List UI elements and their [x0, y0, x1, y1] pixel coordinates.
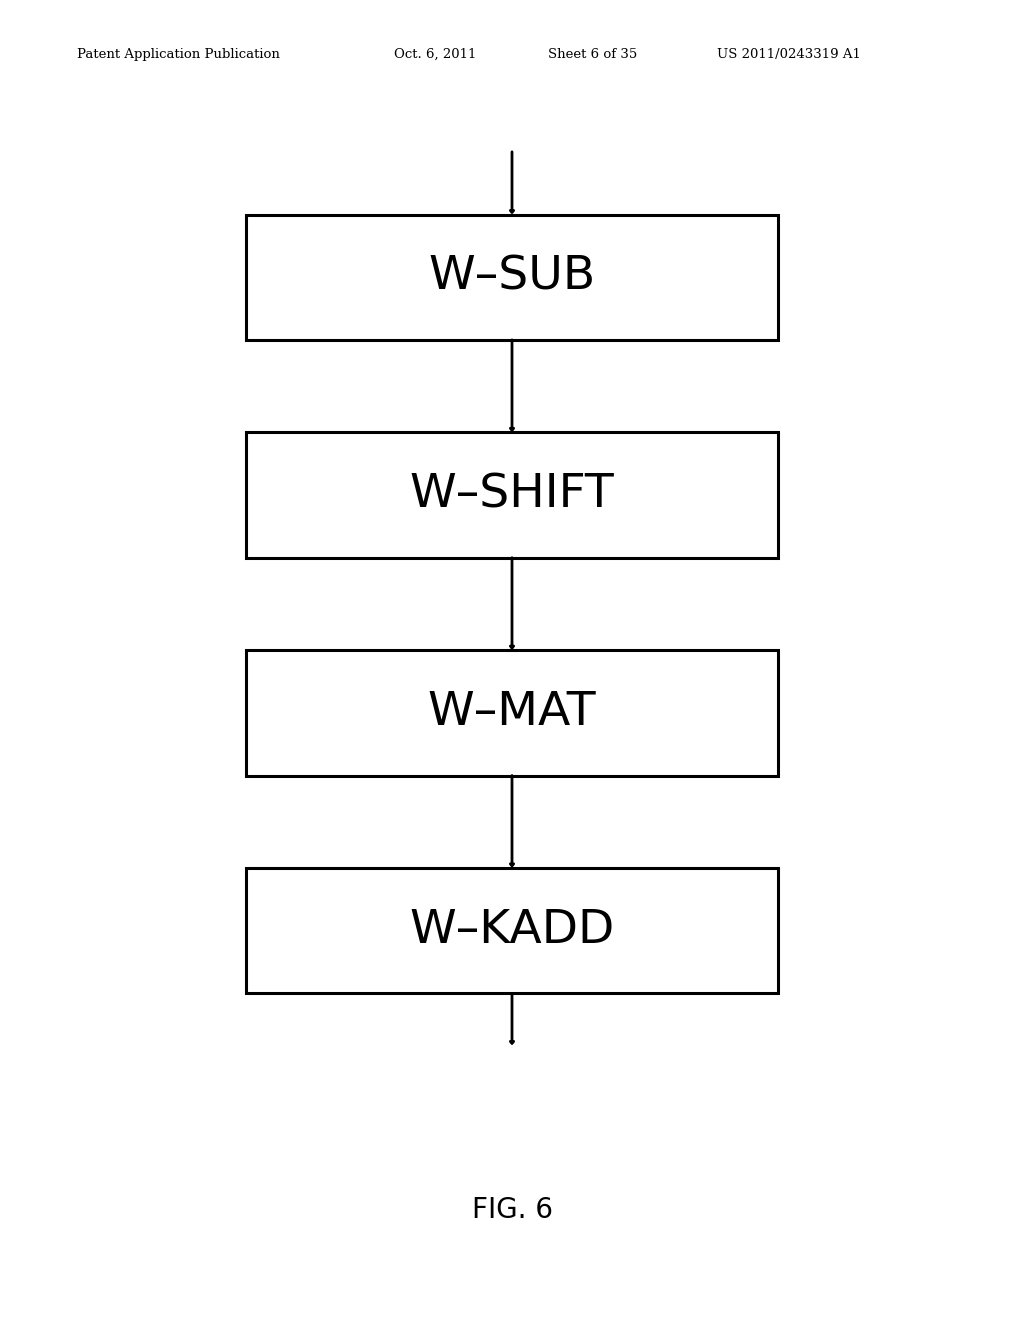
Bar — [246, 869, 778, 993]
Text: FIG. 6: FIG. 6 — [471, 1196, 553, 1225]
Text: W–MAT: W–MAT — [428, 690, 596, 735]
Text: Sheet 6 of 35: Sheet 6 of 35 — [548, 49, 637, 61]
Text: Patent Application Publication: Patent Application Publication — [77, 49, 280, 61]
Text: W–KADD: W–KADD — [410, 908, 614, 953]
Text: Oct. 6, 2011: Oct. 6, 2011 — [394, 49, 476, 61]
Text: W–SHIFT: W–SHIFT — [410, 473, 614, 517]
Text: US 2011/0243319 A1: US 2011/0243319 A1 — [717, 49, 861, 61]
Bar — [246, 214, 778, 339]
Bar — [246, 433, 778, 557]
Text: W–SUB: W–SUB — [428, 255, 596, 300]
Bar — [246, 649, 778, 776]
